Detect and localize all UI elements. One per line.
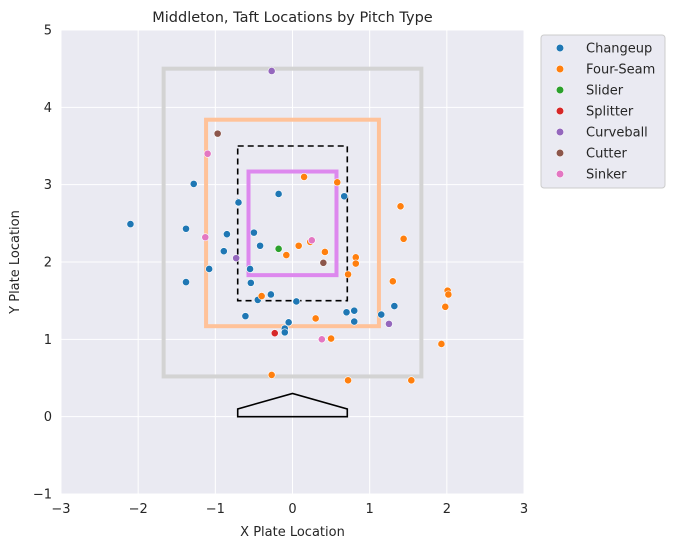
point-changeup xyxy=(377,310,386,319)
home-plate xyxy=(236,392,349,418)
point-changeup xyxy=(340,192,349,201)
x-tick-label: 1 xyxy=(366,502,374,517)
point-cutter xyxy=(213,129,222,138)
legend-marker xyxy=(555,169,565,179)
point-changeup xyxy=(126,220,135,229)
legend: Changeup Four-Seam Slider Splitter Curveball… xyxy=(540,34,666,189)
point-changeup xyxy=(350,306,359,315)
point-four-seam xyxy=(407,376,416,385)
point-four-seam xyxy=(388,277,397,286)
point-four-seam xyxy=(300,173,308,181)
legend-marker xyxy=(555,64,565,74)
inner-zone xyxy=(246,169,339,278)
point-sinker xyxy=(317,335,326,344)
point-changeup xyxy=(241,312,250,321)
legend-marker xyxy=(555,106,565,116)
x-tick-label: 2 xyxy=(443,502,451,517)
legend-label: Sinker xyxy=(586,168,627,183)
point-curveball xyxy=(385,319,393,328)
point-four-seam xyxy=(444,290,453,299)
y-axis-label: Y Plate Location xyxy=(8,210,23,315)
point-changeup xyxy=(234,198,243,207)
point-four-seam xyxy=(351,259,360,268)
strike-zone xyxy=(236,145,349,302)
y-tick-label: 4 xyxy=(44,101,52,116)
x-tick-label: −1 xyxy=(206,502,225,517)
point-changeup xyxy=(280,328,289,337)
zones xyxy=(161,66,424,379)
point-changeup xyxy=(182,278,190,287)
legend-marker xyxy=(555,43,565,53)
point-changeup xyxy=(189,179,198,188)
legend-marker xyxy=(555,148,565,158)
x-axis-label: X Plate Location xyxy=(240,525,345,540)
middle-zone xyxy=(204,117,381,329)
point-changeup xyxy=(246,278,255,287)
x-tick-label: 0 xyxy=(288,502,296,517)
y-tick-label: 2 xyxy=(44,256,52,271)
point-changeup xyxy=(250,228,258,237)
point-curveball xyxy=(232,254,241,263)
point-four-seam xyxy=(441,302,450,311)
point-changeup xyxy=(342,308,351,317)
point-slider xyxy=(274,244,283,253)
point-changeup xyxy=(284,318,293,327)
point-changeup xyxy=(350,317,359,326)
point-four-seam xyxy=(327,334,335,343)
point-changeup xyxy=(266,290,275,299)
point-four-seam xyxy=(399,234,408,243)
legend-label: Curveball xyxy=(586,126,648,141)
legend-label: Splitter xyxy=(586,105,634,120)
point-four-seam xyxy=(321,248,329,256)
point-sinker xyxy=(201,233,210,242)
grid xyxy=(60,29,525,495)
legend-label: Four-Seam xyxy=(586,63,655,78)
y-tick-label: −1 xyxy=(33,488,52,503)
y-tick-label: 5 xyxy=(44,24,52,39)
home-plate-outline xyxy=(236,392,349,418)
data-points xyxy=(126,67,453,385)
point-splitter xyxy=(270,329,279,338)
x-tick-label: −3 xyxy=(51,502,70,517)
legend-frame xyxy=(540,34,666,189)
chart-title: Middleton, Taft Locations by Pitch Type xyxy=(152,10,433,26)
point-changeup xyxy=(390,302,399,310)
point-changeup xyxy=(219,247,228,256)
point-changeup xyxy=(292,297,301,306)
x-tick-label: 3 xyxy=(520,502,528,517)
y-tick-label: 3 xyxy=(44,178,52,193)
point-four-seam xyxy=(294,241,303,250)
point-changeup xyxy=(274,190,283,198)
y-tick-label: 0 xyxy=(44,410,52,425)
y-tick-labels: −1 0 1 2 3 4 5 xyxy=(33,24,52,503)
point-four-seam xyxy=(344,270,352,279)
point-four-seam xyxy=(344,376,352,385)
point-four-seam xyxy=(333,178,342,187)
outer-zone xyxy=(161,66,424,379)
point-changeup xyxy=(182,224,190,233)
point-four-seam xyxy=(282,251,291,259)
point-changeup xyxy=(205,265,214,273)
point-four-seam xyxy=(396,202,405,211)
legend-marker xyxy=(555,127,565,137)
legend-label: Slider xyxy=(586,84,624,99)
point-four-seam xyxy=(311,314,320,323)
x-tick-labels: −3 −2 −1 0 1 2 3 xyxy=(51,502,528,517)
point-changeup xyxy=(256,241,264,250)
legend-marker xyxy=(555,85,565,95)
point-changeup xyxy=(246,265,254,273)
point-cutter xyxy=(319,258,328,267)
legend-label: Cutter xyxy=(586,147,628,162)
point-sinker xyxy=(307,236,316,245)
point-sinker xyxy=(203,149,212,158)
point-four-seam xyxy=(437,340,446,348)
point-changeup xyxy=(223,230,231,239)
point-four-seam xyxy=(257,292,266,300)
legend-label: Changeup xyxy=(586,42,652,57)
point-curveball xyxy=(267,67,276,75)
x-tick-label: −2 xyxy=(129,502,148,517)
y-tick-label: 1 xyxy=(44,333,52,348)
point-four-seam xyxy=(267,371,276,379)
